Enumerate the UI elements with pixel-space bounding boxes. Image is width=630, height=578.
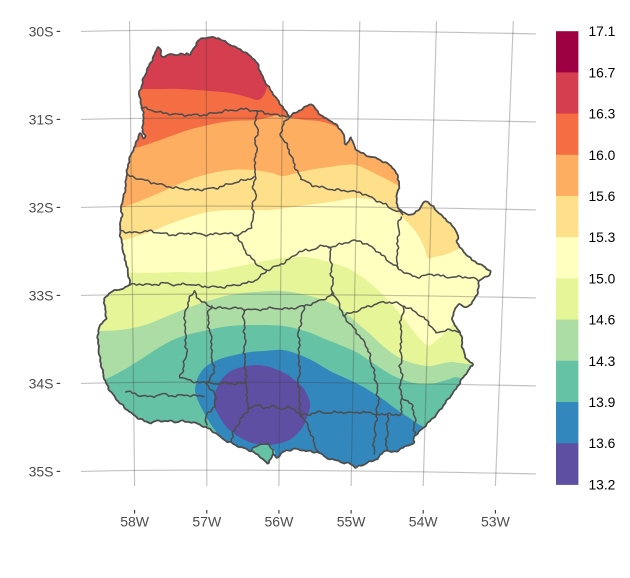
svg-text:14.6: 14.6 <box>589 313 616 328</box>
svg-text:13.9: 13.9 <box>589 395 616 410</box>
svg-text:33S: 33S <box>29 287 54 303</box>
svg-text:13.2: 13.2 <box>589 477 616 492</box>
svg-text:15.3: 15.3 <box>589 230 616 245</box>
svg-text:15.0: 15.0 <box>589 271 616 286</box>
svg-text:35S: 35S <box>29 463 54 479</box>
svg-text:34S: 34S <box>29 375 54 391</box>
svg-text:17.1: 17.1 <box>589 24 616 39</box>
svg-text:31S: 31S <box>29 111 54 127</box>
svg-text:15.6: 15.6 <box>589 189 616 204</box>
svg-text:16.0: 16.0 <box>589 148 616 163</box>
svg-text:16.7: 16.7 <box>589 65 616 80</box>
svg-text:16.3: 16.3 <box>589 107 616 122</box>
svg-text:32S: 32S <box>29 199 54 215</box>
svg-text:30S: 30S <box>29 23 54 39</box>
svg-text:57W: 57W <box>192 514 222 530</box>
svg-text:13.6: 13.6 <box>589 436 616 451</box>
svg-text:54W: 54W <box>409 514 439 530</box>
svg-text:55W: 55W <box>337 514 367 530</box>
svg-text:58W: 58W <box>120 514 150 530</box>
svg-text:14.3: 14.3 <box>589 354 616 369</box>
svg-text:56W: 56W <box>265 514 295 530</box>
svg-text:53W: 53W <box>481 514 511 530</box>
